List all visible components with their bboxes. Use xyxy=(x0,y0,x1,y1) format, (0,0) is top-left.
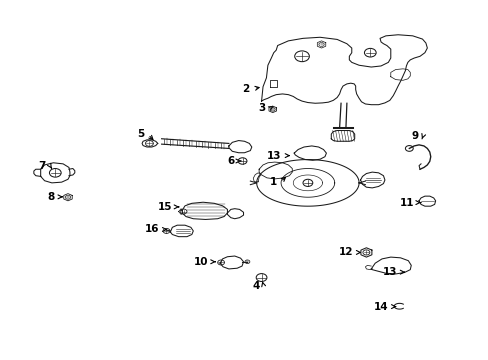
Text: 9: 9 xyxy=(411,131,418,141)
Text: 6: 6 xyxy=(226,156,234,166)
Text: 14: 14 xyxy=(373,302,388,312)
Text: 7: 7 xyxy=(39,161,46,171)
Text: 13: 13 xyxy=(382,267,397,277)
Text: 2: 2 xyxy=(242,84,249,94)
Text: 4: 4 xyxy=(252,281,259,291)
Text: 8: 8 xyxy=(47,192,55,202)
Text: 11: 11 xyxy=(399,198,413,208)
Text: 13: 13 xyxy=(266,150,281,161)
Text: 5: 5 xyxy=(137,130,144,139)
Text: 1: 1 xyxy=(269,177,276,187)
Text: 12: 12 xyxy=(338,247,352,257)
Text: 15: 15 xyxy=(157,202,171,212)
Text: 3: 3 xyxy=(258,103,265,113)
Text: 10: 10 xyxy=(194,257,208,267)
Text: 16: 16 xyxy=(145,225,159,234)
